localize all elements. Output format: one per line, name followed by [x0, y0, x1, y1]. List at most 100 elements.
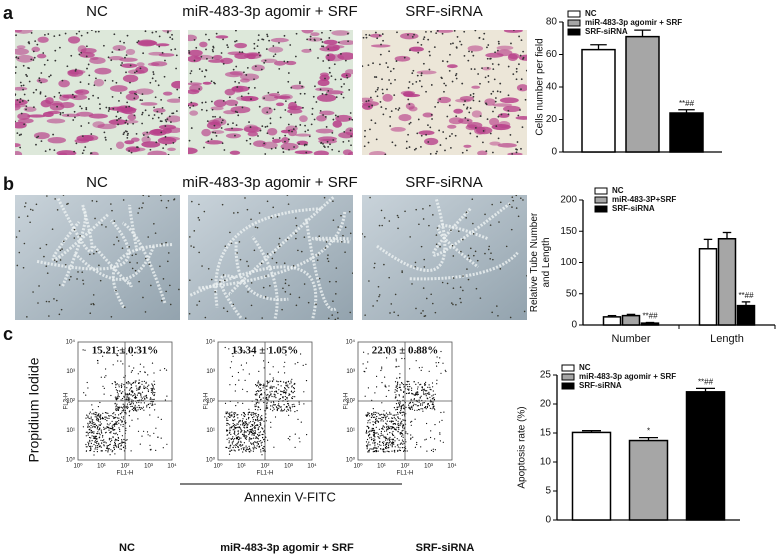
cell: [301, 27, 313, 34]
dot: [119, 431, 120, 432]
cell: [318, 136, 337, 141]
cell: [94, 79, 104, 87]
pore: [91, 29, 93, 31]
dot: [151, 388, 152, 389]
pore: [194, 39, 196, 41]
dot: [147, 374, 148, 375]
cell: [161, 200, 163, 202]
pore: [14, 94, 16, 96]
dot: [284, 392, 285, 393]
pore: [206, 110, 208, 112]
cell: [526, 275, 528, 277]
dot: [143, 387, 144, 388]
legend-label: miR-483-3p agomir + SRF: [585, 18, 682, 27]
dot: [246, 362, 247, 363]
dot: [370, 448, 371, 449]
dot: [154, 392, 155, 393]
pore: [127, 35, 129, 37]
pore: [47, 33, 49, 35]
dot: [413, 394, 414, 395]
pore: [226, 44, 228, 46]
dot: [227, 412, 228, 413]
pore: [50, 74, 52, 76]
pore: [328, 37, 330, 39]
dot: [418, 405, 419, 406]
pore: [37, 136, 39, 138]
dot: [229, 415, 230, 416]
dot: [369, 444, 370, 445]
dot: [130, 406, 131, 407]
dot: [152, 404, 153, 405]
cell: [137, 62, 145, 66]
cell: [105, 226, 107, 228]
y-tick-label: 40: [546, 82, 558, 93]
image-label: SRF-siRNA: [405, 3, 483, 20]
dot: [108, 418, 109, 419]
dot: [397, 407, 398, 408]
dot: [287, 385, 288, 386]
dot: [436, 383, 437, 384]
dot: [255, 431, 256, 432]
dot: [430, 389, 431, 390]
dot: [107, 451, 108, 452]
dot: [425, 406, 426, 407]
cell: [422, 208, 424, 210]
cell: [227, 311, 229, 313]
dot: [116, 389, 117, 390]
dot: [139, 407, 140, 408]
dot: [421, 396, 422, 397]
pore: [161, 113, 163, 115]
pore: [236, 40, 238, 42]
pore: [327, 48, 329, 50]
pore: [70, 55, 72, 57]
pore: [518, 36, 520, 38]
cell: [288, 203, 290, 205]
cell: [93, 253, 95, 255]
dot: [141, 407, 142, 408]
cell: [336, 267, 338, 269]
dot: [117, 434, 118, 435]
pore: [241, 95, 243, 97]
flow-tick: 10³: [424, 464, 433, 470]
pore: [407, 34, 409, 36]
dot: [432, 408, 433, 409]
dot: [229, 440, 230, 441]
cell: [488, 249, 490, 251]
dot: [287, 386, 288, 387]
dot: [122, 398, 123, 399]
dot: [368, 450, 369, 451]
pore: [125, 71, 127, 73]
dot: [226, 413, 227, 414]
pore: [508, 66, 510, 68]
dot: [426, 451, 427, 452]
cell: [65, 264, 67, 266]
pore: [116, 119, 118, 121]
pore: [22, 100, 24, 102]
dot: [278, 389, 279, 390]
cell: [344, 251, 346, 253]
dot: [225, 347, 226, 348]
dot: [254, 447, 255, 448]
cell: [265, 296, 267, 298]
dot: [366, 430, 367, 431]
dot: [160, 370, 161, 371]
pore: [203, 147, 205, 149]
pore: [49, 149, 51, 151]
dot: [119, 390, 120, 391]
dot: [366, 415, 367, 416]
pore: [212, 132, 214, 134]
pore: [409, 49, 411, 51]
dot: [240, 441, 241, 442]
bar: [738, 306, 755, 325]
pore: [368, 142, 370, 144]
dot: [142, 381, 143, 382]
pore: [436, 151, 438, 153]
cell: [492, 259, 494, 261]
pore: [212, 109, 214, 111]
cell: [142, 194, 144, 196]
pore: [457, 36, 459, 38]
dot: [281, 409, 282, 410]
pore: [516, 151, 518, 153]
dot: [272, 386, 273, 387]
pore: [23, 84, 25, 86]
